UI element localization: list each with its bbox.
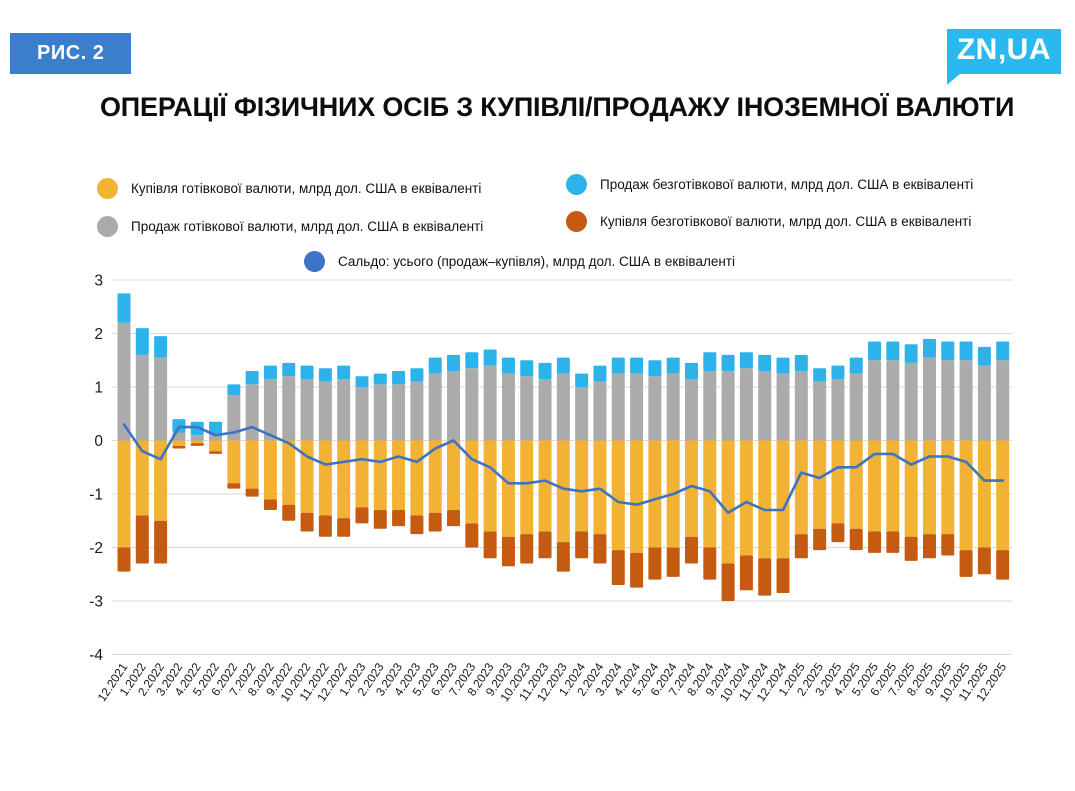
page-title: ОПЕРАЦІЇ ФІЗИЧНИХ ОСІБ З КУПІВЛІ/ПРОДАЖУ…: [100, 92, 1015, 122]
svg-text:-1: -1: [89, 487, 103, 504]
buy-noncash-swatch-icon: [566, 211, 587, 232]
legend-item-saldo: Сальдо: усього (продаж–купівля), млрд до…: [304, 251, 735, 272]
currency-operations-chart: 3 2 1 0 -1 -2 -3 -4 12.20211.20222.20223.20224.…: [89, 273, 1012, 704]
svg-text:2: 2: [94, 326, 103, 343]
svg-text:-2: -2: [89, 540, 103, 557]
y-axis-labels: 3 2 1 0 -1 -2 -3 -4: [89, 273, 103, 665]
saldo-swatch-icon: [304, 251, 325, 272]
legend-label-buy-noncash: Купівля безготівкової валюти, млрд дол. …: [600, 214, 972, 229]
x-axis-labels: 12.20211.20222.20223.20224.20225.20226.2…: [95, 660, 1010, 704]
legend-item-buy-noncash: Купівля безготівкової валюти, млрд дол. …: [566, 211, 971, 232]
saldo-line: [122, 423, 1005, 514]
buy-cash-swatch-icon: [97, 178, 118, 199]
svg-text:-3: -3: [89, 594, 103, 611]
legend-item-buy-cash: Купівля готівкової валюти, млрд дол. США…: [97, 178, 481, 199]
legend-label-saldo: Сальдо: усього (продаж–купівля), млрд до…: [338, 254, 735, 269]
legend-item-sell-noncash: Продаж безготівкової валюти, млрд дол. С…: [566, 174, 973, 195]
svg-text:3: 3: [94, 273, 103, 290]
figure-badge: РИС. 2: [10, 33, 132, 74]
legend-label-buy-cash: Купівля готівкової валюти, млрд дол. США…: [131, 181, 482, 196]
legend-label-sell-cash: Продаж готівкової валюти, млрд дол. США …: [131, 219, 484, 234]
sell-cash-swatch-icon: [97, 216, 118, 237]
svg-text:-4: -4: [89, 647, 103, 664]
legend-item-sell-cash: Продаж готівкової валюти, млрд дол. США …: [97, 216, 483, 237]
legend-label-sell-noncash: Продаж безготівкової валюти, млрд дол. С…: [600, 177, 974, 192]
svg-text:1: 1: [94, 380, 103, 397]
znua-logo: ZN,UA: [946, 29, 1061, 85]
bars: [117, 293, 1010, 601]
sell-noncash-swatch-icon: [566, 174, 587, 195]
svg-text:0: 0: [94, 433, 103, 450]
